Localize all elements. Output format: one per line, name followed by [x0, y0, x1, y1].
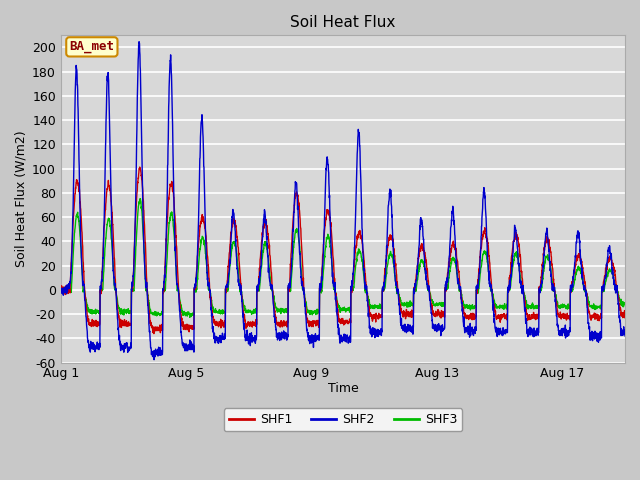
- X-axis label: Time: Time: [328, 382, 358, 395]
- Legend: SHF1, SHF2, SHF3: SHF1, SHF2, SHF3: [224, 408, 462, 431]
- Title: Soil Heat Flux: Soil Heat Flux: [291, 15, 396, 30]
- Y-axis label: Soil Heat Flux (W/m2): Soil Heat Flux (W/m2): [15, 131, 28, 267]
- Text: BA_met: BA_met: [69, 40, 115, 53]
